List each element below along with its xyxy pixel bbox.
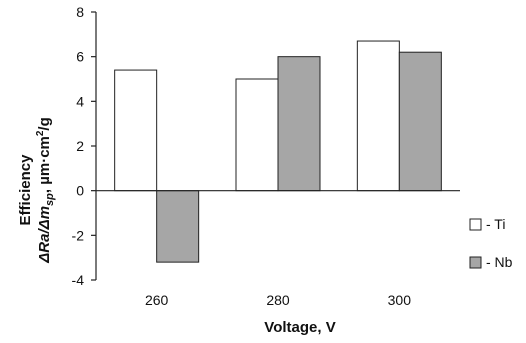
bars [114, 40, 442, 263]
y-tick-label: -2 [72, 227, 85, 243]
x-tick-labels: 260 280 300 [145, 292, 411, 308]
y-axis-title: Efficiency ΔRa/Δmsp, µm·cm2/g [17, 117, 56, 264]
legend-swatch [469, 256, 482, 269]
legend-swatch [469, 218, 482, 231]
legend-label: - Ti [486, 216, 505, 232]
x-axis-title: Voltage, V [264, 319, 335, 336]
bar-nb-300 [398, 51, 442, 192]
bar-ti-260 [114, 69, 158, 192]
y-tick-label: 0 [76, 183, 84, 199]
legend: - Ti - Nb [469, 216, 513, 270]
x-tick-label: 260 [145, 292, 169, 308]
bar-ti-280 [235, 78, 279, 192]
y-tick-label: 8 [76, 4, 84, 20]
bar-nb-260 [156, 190, 200, 263]
bar-nb-280 [277, 56, 321, 192]
y-axis-title-line1: Efficiency [17, 154, 34, 226]
y-tick-label: 2 [76, 138, 84, 154]
y-tick-label: 6 [76, 49, 84, 65]
y-tick-label: -4 [72, 272, 85, 288]
y-axis: -4 -2 0 2 4 6 8 [72, 4, 97, 288]
x-tick-label: 280 [266, 292, 290, 308]
y-tick-label: 4 [76, 93, 84, 109]
x-tick-label: 300 [388, 292, 412, 308]
legend-label: - Nb [486, 254, 513, 270]
bar-ti-300 [356, 40, 400, 192]
y-axis-title-line2: ΔRa/Δmsp, µm·cm2/g [35, 117, 56, 264]
